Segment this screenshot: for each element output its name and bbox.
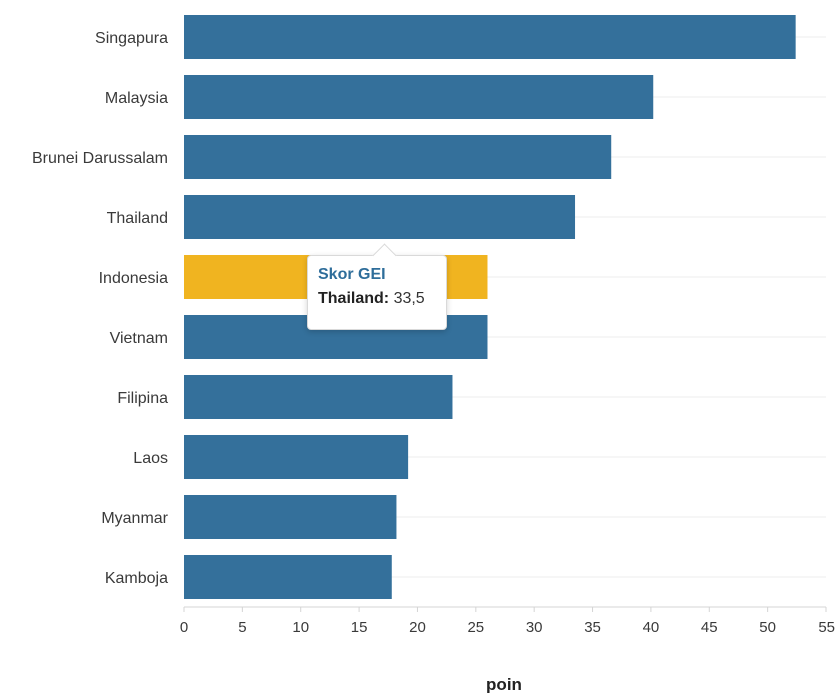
bar-laos[interactable] bbox=[184, 435, 409, 479]
bar-malaysia[interactable] bbox=[184, 75, 654, 119]
category-label: Brunei Darussalam bbox=[32, 150, 168, 167]
category-label: Kamboja bbox=[105, 570, 168, 587]
x-tick-label: 45 bbox=[701, 619, 718, 636]
x-tick-labels: 0 5 10 15 20 25 30 35 40 45 50 55 bbox=[180, 607, 835, 636]
category-label: Singapura bbox=[95, 30, 168, 47]
category-label: Vietnam bbox=[110, 330, 168, 347]
bar-brunei-darussalam[interactable] bbox=[184, 135, 612, 179]
tooltip-value: 33,5 bbox=[393, 290, 425, 307]
bar-kamboja[interactable] bbox=[184, 555, 392, 599]
category-label: Filipina bbox=[117, 390, 168, 407]
x-tick-label: 55 bbox=[818, 619, 835, 636]
tooltip-title: Skor GEI bbox=[318, 266, 386, 283]
x-tick-label: 30 bbox=[526, 619, 543, 636]
x-tick-label: 0 bbox=[180, 619, 188, 636]
tooltip: Skor GEI Thailand: 33,5 bbox=[307, 243, 447, 330]
x-tick-label: 20 bbox=[409, 619, 426, 636]
bar-filipina[interactable] bbox=[184, 375, 453, 419]
bar-myanmar[interactable] bbox=[184, 495, 397, 539]
category-label: Indonesia bbox=[99, 270, 168, 287]
bars bbox=[184, 15, 796, 599]
x-tick-label: 40 bbox=[643, 619, 660, 636]
x-tick-label: 10 bbox=[292, 619, 309, 636]
category-label: Laos bbox=[133, 450, 168, 467]
category-label: Thailand bbox=[107, 210, 168, 227]
category-label: Myanmar bbox=[101, 510, 168, 527]
x-tick-label: 25 bbox=[467, 619, 484, 636]
x-tick-label: 15 bbox=[351, 619, 368, 636]
category-label: Malaysia bbox=[105, 90, 168, 107]
x-tick-label: 5 bbox=[238, 619, 246, 636]
x-axis-title: poin bbox=[486, 675, 522, 693]
x-tick-label: 35 bbox=[584, 619, 601, 636]
category-labels: Singapura Malaysia Brunei Darussalam Thaila… bbox=[32, 30, 169, 587]
bar-thailand[interactable] bbox=[184, 195, 576, 239]
tooltip-body: Thailand: 33,5 bbox=[318, 290, 436, 308]
bar-singapura[interactable] bbox=[184, 15, 796, 59]
tooltip-country: Thailand: bbox=[318, 290, 390, 307]
x-tick-label: 50 bbox=[759, 619, 776, 636]
